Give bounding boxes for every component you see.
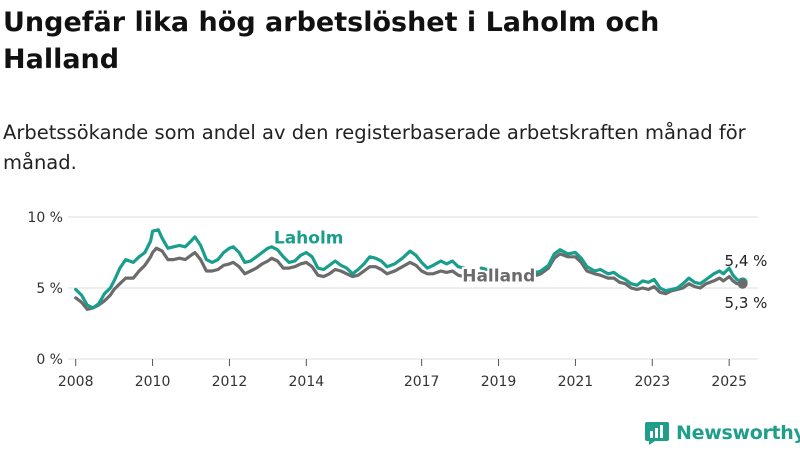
chart-title: Ungefär lika hög arbetslöshet i Laholm o… bbox=[3, 7, 660, 75]
end-value-label-laholm: 5,4 % bbox=[725, 252, 768, 270]
series-line-laholm bbox=[74, 228, 470, 310]
x-axis-ticks: 2008 2010 2012 2014 2017 2019 2021 2023 2025 bbox=[58, 359, 747, 390]
brand-name: Newsworthy bbox=[676, 422, 800, 444]
x-tick-label: 2025 bbox=[711, 374, 747, 390]
y-tick-label: 0 % bbox=[36, 352, 63, 368]
series-line-halland bbox=[529, 252, 745, 296]
x-tick-label: 2019 bbox=[481, 374, 517, 390]
series-label-halland: Halland bbox=[462, 267, 535, 287]
x-tick-label: 2008 bbox=[58, 374, 94, 390]
x-tick-label: 2012 bbox=[212, 374, 248, 390]
x-tick-label: 2021 bbox=[558, 374, 594, 390]
series-labels: 5,4 % 5,3 % Laholm Halland bbox=[272, 226, 768, 312]
x-tick-label: 2014 bbox=[289, 374, 325, 390]
y-tick-label: 10 % bbox=[27, 210, 63, 226]
end-point-halland bbox=[737, 278, 748, 289]
end-value-label-halland: 5,3 % bbox=[725, 294, 768, 312]
x-tick-label: 2023 bbox=[634, 374, 670, 390]
series-lines bbox=[74, 228, 748, 311]
series-line-halland bbox=[74, 246, 470, 311]
y-tick-label: 5 % bbox=[36, 281, 63, 297]
series-line-laholm bbox=[529, 248, 745, 293]
x-tick-label: 2017 bbox=[404, 374, 440, 390]
newsworthy-logo: Newsworthy bbox=[644, 418, 800, 448]
newsworthy-chart-icon bbox=[645, 422, 669, 445]
series-label-laholm: Laholm bbox=[274, 228, 344, 248]
x-tick-label: 2010 bbox=[135, 374, 171, 390]
series-line-laholm bbox=[479, 266, 499, 272]
y-axis-ticks: 0 % 5 % 10 % bbox=[27, 210, 63, 368]
chart-subtitle: Arbetssökande som andel av den registerb… bbox=[3, 121, 746, 174]
